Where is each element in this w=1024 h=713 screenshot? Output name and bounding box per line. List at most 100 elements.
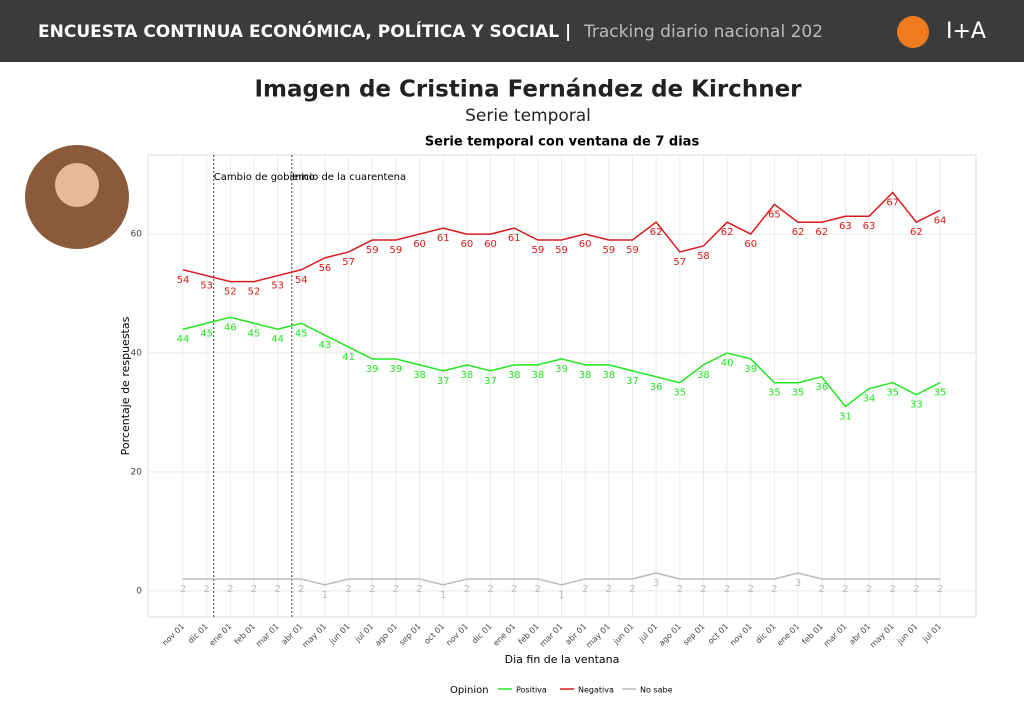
data-label: 2: [393, 584, 399, 595]
data-label: 2: [582, 584, 588, 595]
data-label: 2: [819, 584, 825, 595]
x-tick-label: ene 01: [208, 622, 234, 648]
data-label: 2: [251, 584, 257, 595]
data-label: 37: [437, 376, 450, 387]
x-axis-label: Dia fin de la ventana: [505, 653, 620, 666]
data-label: 59: [602, 245, 615, 256]
logo-icon: [897, 16, 929, 48]
data-label: 2: [700, 584, 706, 595]
data-label: 38: [508, 370, 521, 381]
data-label: 2: [274, 584, 280, 595]
data-label: 67: [886, 197, 899, 208]
data-label: 2: [298, 584, 304, 595]
data-label: 40: [721, 358, 734, 369]
data-label: 62: [721, 227, 734, 238]
x-tick-label: oct 01: [706, 622, 730, 646]
data-label: 60: [461, 239, 474, 250]
x-tick-label: sep 01: [397, 622, 422, 647]
data-label: 43: [319, 340, 332, 351]
data-label: 54: [177, 275, 190, 286]
data-label: 52: [224, 287, 237, 298]
data-label: 2: [511, 584, 517, 595]
series-line: [182, 191, 941, 283]
data-label: 35: [768, 388, 781, 399]
series-line: [183, 572, 940, 586]
x-tick-label: mar 01: [822, 622, 849, 649]
series-line: [182, 316, 941, 408]
chart-subtitle: Serie temporal: [465, 106, 591, 126]
data-label: 2: [771, 584, 777, 595]
data-label: 57: [342, 257, 355, 268]
data-label: 59: [555, 245, 568, 256]
legend-label: No sabe: [640, 686, 673, 695]
x-tick-label: ene 01: [775, 622, 801, 648]
data-label: 53: [271, 281, 284, 292]
data-label: 33: [910, 400, 923, 411]
data-label: 3: [653, 578, 659, 589]
data-label: 44: [271, 334, 284, 345]
data-label: 39: [366, 364, 379, 375]
data-label: 60: [484, 239, 497, 250]
data-label: 41: [342, 352, 355, 363]
data-label: 65: [768, 209, 781, 220]
data-label: 39: [390, 364, 403, 375]
data-label: 2: [180, 584, 186, 595]
x-tick-label: jun 01: [327, 622, 352, 647]
x-tick-label: ago 01: [657, 622, 683, 648]
data-label: 35: [886, 388, 899, 399]
data-label: 2: [203, 584, 209, 595]
x-tick-label: dic 01: [186, 622, 210, 646]
x-tick-label: may 01: [300, 622, 328, 650]
data-label: 62: [910, 227, 923, 238]
data-label: 45: [200, 328, 213, 339]
data-label: 2: [629, 584, 635, 595]
x-tick-label: may 01: [584, 622, 612, 650]
data-label: 44: [177, 334, 190, 345]
data-label: 62: [650, 227, 663, 238]
header-bar: [0, 0, 1024, 62]
data-label: 36: [815, 382, 828, 393]
data-label: 2: [890, 584, 896, 595]
data-label: 1: [440, 590, 446, 601]
data-label: 38: [461, 370, 474, 381]
data-label: 62: [815, 227, 828, 238]
plot-title: Serie temporal con ventana de 7 dias: [425, 135, 700, 150]
data-label: 39: [555, 364, 568, 375]
data-label: 52: [248, 287, 261, 298]
y-tick-label: 40: [131, 349, 143, 359]
y-axis-label: Porcentaje de respuestas: [119, 316, 132, 455]
data-label: 2: [535, 584, 541, 595]
x-tick-label: ene 01: [491, 622, 517, 648]
header-title: ENCUESTA CONTINUA ECONÓMICA, POLÍTICA Y …: [38, 20, 571, 42]
x-tick-label: nov 01: [444, 622, 470, 648]
data-label: 2: [677, 584, 683, 595]
data-label: 35: [934, 388, 947, 399]
x-tick-label: nov 01: [160, 622, 186, 648]
data-label: 3: [795, 578, 801, 589]
data-label: 59: [626, 245, 639, 256]
data-label: 60: [744, 239, 757, 250]
logo-text: I+A: [946, 19, 986, 44]
data-label: 38: [413, 370, 426, 381]
data-label: 59: [531, 245, 544, 256]
data-label: 2: [842, 584, 848, 595]
x-tick-label: dic 01: [470, 622, 494, 646]
x-tick-label: oct 01: [422, 622, 446, 646]
data-label: 39: [744, 364, 757, 375]
data-label: 59: [366, 245, 379, 256]
x-tick-label: jul 01: [920, 622, 943, 645]
data-label: 2: [913, 584, 919, 595]
x-tick-label: mar 01: [538, 622, 565, 649]
data-label: 60: [579, 239, 592, 250]
data-label: 2: [416, 584, 422, 595]
data-label: 61: [437, 233, 450, 244]
data-label: 2: [606, 584, 612, 595]
x-tick-label: jun 01: [611, 622, 636, 647]
legend-label: Negativa: [578, 686, 614, 695]
data-label: 35: [673, 388, 686, 399]
data-label: 37: [626, 376, 639, 387]
y-tick-label: 20: [131, 467, 143, 477]
data-label: 31: [839, 412, 852, 423]
legend-label: Positiva: [516, 686, 547, 695]
